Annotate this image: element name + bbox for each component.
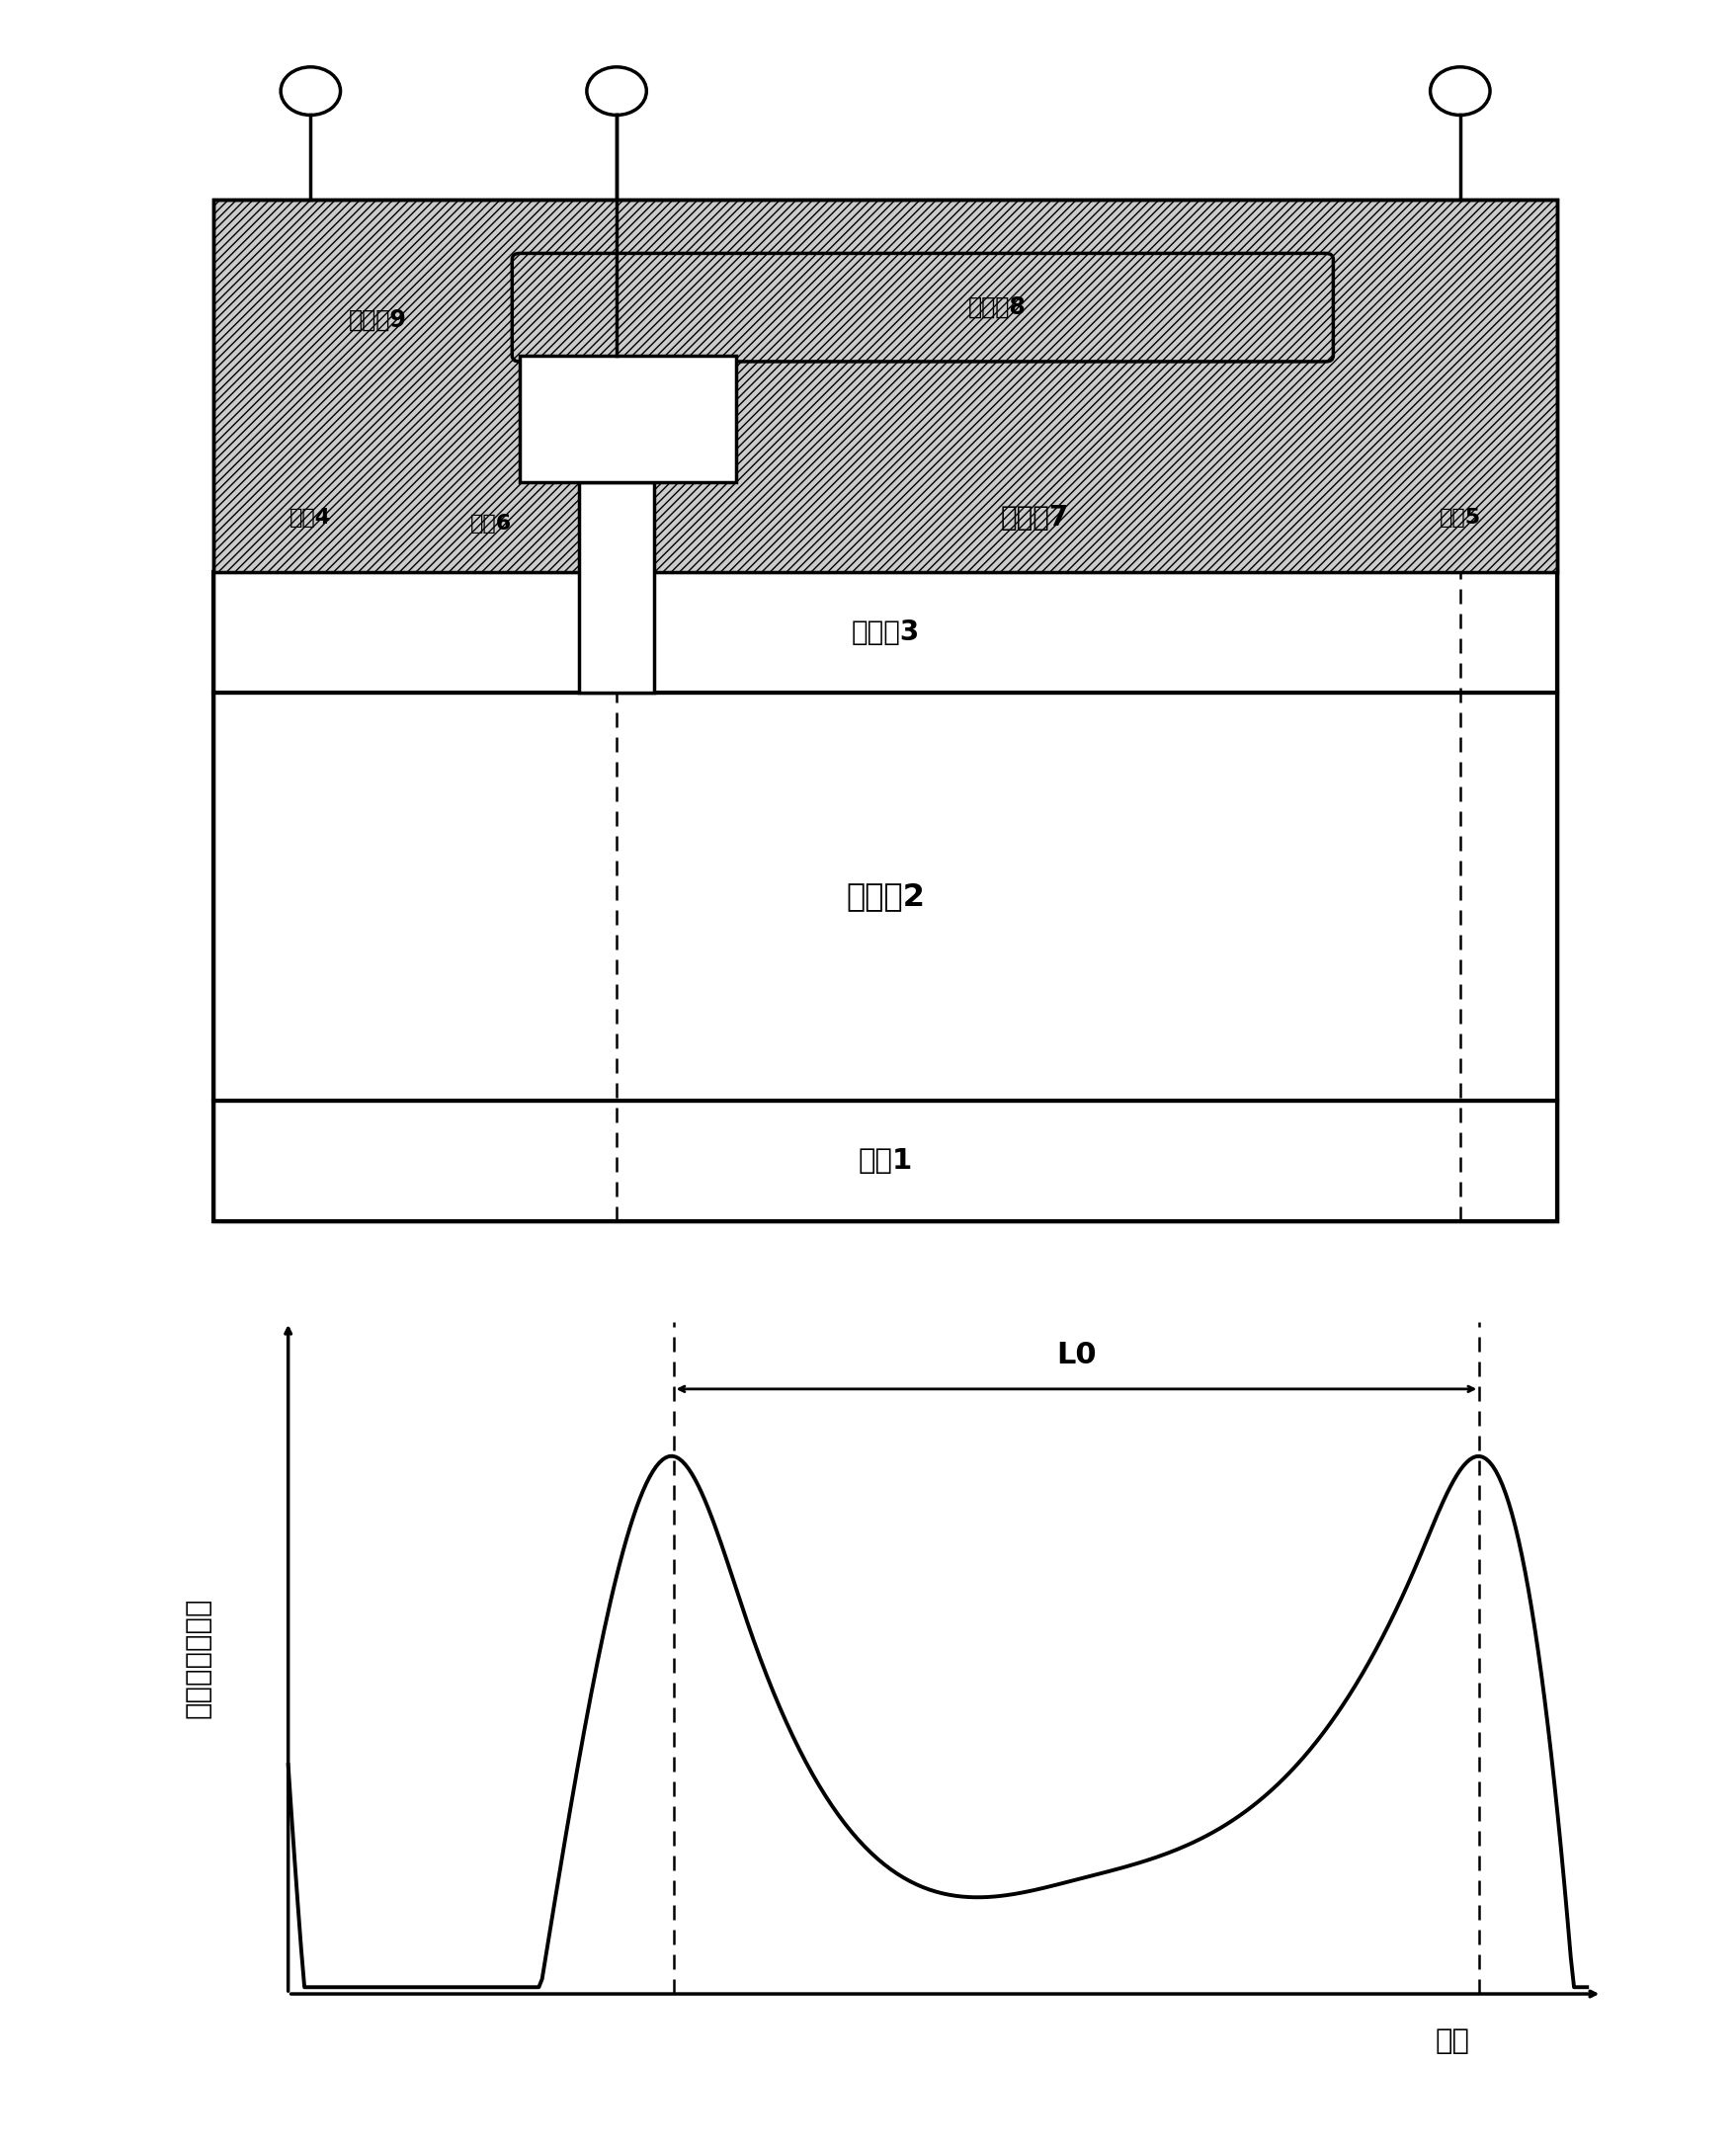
Text: 漏极5: 漏极5 [1439,509,1481,528]
Text: 栅极6: 栅极6 [470,513,512,535]
Bar [214,571,1557,691]
Bar [519,356,736,481]
Text: 钝化层7: 钝化层7 [1000,505,1069,532]
Text: 衬底1: 衬底1 [858,1146,913,1174]
Text: 势垒层3: 势垒层3 [851,618,920,646]
Text: 栅场板8: 栅场板8 [969,296,1026,320]
Bar [214,691,1557,1101]
Bar [214,1101,1557,1222]
Bar [214,200,1557,571]
Text: 过渡层2: 过渡层2 [845,880,925,912]
Bar [580,481,654,691]
Text: 保护层9: 保护层9 [349,307,406,331]
Text: 源极4: 源极4 [290,509,332,528]
Text: L0: L0 [1055,1342,1097,1370]
FancyBboxPatch shape [512,253,1333,361]
Text: 势垒层中的电场: 势垒层中的电场 [184,1597,212,1718]
Bar [214,200,1557,1222]
Text: 位置: 位置 [1436,2027,1470,2055]
